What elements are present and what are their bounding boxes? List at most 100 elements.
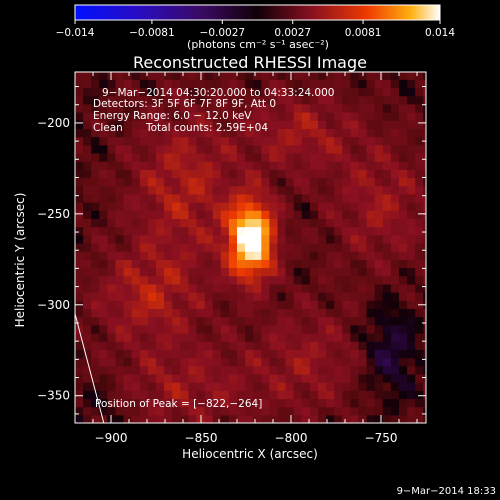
heatmap-cell	[188, 177, 198, 187]
heatmap-cell	[423, 103, 426, 113]
heatmap-cell	[415, 234, 424, 244]
heatmap-cell	[172, 414, 181, 423]
heatmap-cell	[91, 218, 100, 228]
heatmap-cell	[326, 234, 335, 244]
heatmap-cell	[293, 120, 303, 129]
heatmap-cell	[115, 332, 125, 342]
heatmap-cell	[237, 300, 246, 310]
heatmap-cell	[390, 267, 400, 277]
heatmap-cell	[237, 226, 246, 236]
heatmap-cell	[245, 324, 254, 334]
heatmap-cell	[261, 72, 270, 80]
heatmap-cell	[220, 202, 230, 211]
heatmap-cell	[188, 234, 198, 244]
heatmap-cell	[107, 373, 117, 383]
heatmap-cell	[188, 365, 198, 375]
heatmap-cell	[91, 79, 100, 89]
heatmap-cell	[107, 177, 117, 187]
heatmap-cell	[99, 398, 108, 408]
heatmap-cell	[220, 251, 230, 260]
heatmap-cell	[350, 324, 360, 334]
heatmap-cell	[277, 226, 287, 236]
heatmap-cell	[180, 324, 189, 334]
heatmap-cell	[139, 406, 149, 416]
heatmap-cell	[212, 103, 222, 113]
heatmap-cell	[309, 251, 319, 260]
heatmap-cell	[237, 292, 246, 301]
heatmap-cell	[374, 390, 384, 400]
heatmap-cell	[293, 292, 303, 301]
heatmap-cell	[407, 193, 416, 203]
heatmap-cell	[326, 87, 335, 97]
heatmap-cell	[107, 120, 117, 129]
heatmap-cell	[83, 144, 92, 154]
heatmap-cell	[99, 210, 108, 220]
heatmap-cell	[293, 193, 303, 203]
heatmap-cell	[212, 87, 222, 97]
heatmap-cell	[220, 373, 230, 383]
heatmap-cell	[334, 95, 343, 105]
heatmap-cell	[415, 365, 424, 375]
heatmap-cell	[423, 210, 426, 220]
heatmap-cell	[253, 103, 262, 113]
heatmap-cell	[399, 390, 408, 400]
heatmap-cell	[220, 406, 230, 416]
heatmap-cell	[131, 267, 141, 277]
heatmap-cell	[342, 349, 351, 359]
heatmap-cell	[309, 226, 319, 236]
heatmap-cell	[237, 136, 246, 146]
heatmap-cell	[350, 390, 360, 400]
heatmap-cell	[131, 341, 141, 350]
heatmap-cell	[415, 128, 424, 138]
heatmap-cell	[180, 112, 189, 121]
heatmap-cell	[237, 242, 246, 252]
y-axis-label: Heliocentric Y (arcsec)	[13, 193, 27, 328]
heatmap-cell	[390, 185, 400, 195]
heatmap-cell	[374, 79, 384, 89]
heatmap-cell	[99, 382, 108, 391]
heatmap-cell	[139, 341, 149, 350]
heatmap-cell	[390, 283, 400, 293]
annotation-detectors: Detectors: 3F 5F 6F 7F 8F 9F, Att 0	[93, 98, 276, 110]
heatmap-cell	[423, 398, 426, 408]
heatmap-cell	[228, 373, 238, 383]
heatmap-cell	[358, 349, 368, 359]
heatmap-cell	[172, 234, 181, 244]
heatmap-cell	[237, 308, 246, 318]
heatmap-cell	[99, 251, 108, 260]
heatmap-cell	[334, 373, 343, 383]
heatmap-cell	[245, 349, 254, 359]
heatmap-cell	[358, 308, 368, 318]
heatmap-cell	[204, 292, 214, 301]
heatmap-cell	[172, 390, 181, 400]
heatmap-cell	[212, 283, 222, 293]
heatmap-cell	[277, 242, 287, 252]
heatmap-cell	[285, 152, 295, 162]
heatmap-cell	[212, 112, 222, 121]
heatmap-cell	[261, 226, 270, 236]
heatmap-cell	[318, 365, 327, 375]
heatmap-cell	[350, 308, 360, 318]
heatmap-cell	[83, 398, 92, 408]
heatmap-cell	[204, 382, 214, 391]
heatmap-cell	[115, 202, 125, 211]
heatmap-cell	[318, 128, 327, 138]
heatmap-cell	[415, 324, 424, 334]
heatmap-cell	[139, 234, 149, 244]
heatmap-cell	[301, 292, 311, 301]
heatmap-cell	[350, 398, 360, 408]
heatmap-cell	[91, 316, 100, 326]
heatmap-cell	[172, 177, 181, 187]
heatmap-cell	[253, 144, 262, 154]
heatmap-cell	[188, 398, 198, 408]
heatmap-cell	[285, 316, 295, 326]
heatmap-cell	[382, 332, 392, 342]
heatmap-cell	[180, 357, 189, 367]
heatmap-cell	[180, 144, 189, 154]
heatmap-cell	[156, 414, 165, 423]
heatmap-cell	[75, 316, 84, 326]
heatmap-cell	[253, 226, 262, 236]
heatmap-cell	[350, 373, 360, 383]
heatmap-cell	[156, 251, 165, 260]
heatmap-cell	[164, 382, 173, 391]
